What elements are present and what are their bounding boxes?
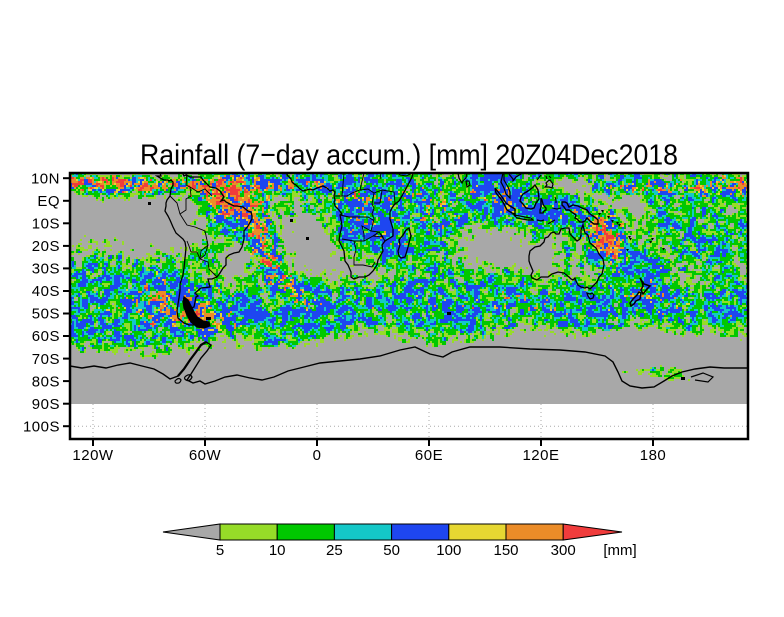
svg-text:60S: 60S	[32, 328, 60, 345]
svg-text:300: 300	[551, 542, 576, 559]
svg-text:120W: 120W	[72, 447, 114, 464]
svg-text:40S: 40S	[32, 283, 60, 300]
svg-text:60E: 60E	[415, 447, 443, 464]
svg-text:10S: 10S	[32, 216, 60, 233]
svg-text:50S: 50S	[32, 306, 60, 323]
svg-text:10: 10	[269, 542, 286, 559]
svg-text:[mm]: [mm]	[603, 542, 636, 559]
svg-text:70S: 70S	[32, 351, 60, 368]
svg-text:120E: 120E	[522, 447, 559, 464]
svg-text:60W: 60W	[189, 447, 222, 464]
svg-text:10N: 10N	[31, 170, 60, 187]
svg-text:180: 180	[640, 447, 667, 464]
svg-text:50: 50	[383, 542, 400, 559]
svg-text:5: 5	[216, 542, 224, 559]
svg-text:150: 150	[493, 542, 518, 559]
svg-text:30S: 30S	[32, 261, 60, 278]
svg-text:20S: 20S	[32, 238, 60, 255]
svg-text:25: 25	[326, 542, 343, 559]
svg-text:100: 100	[436, 542, 461, 559]
svg-text:EQ: EQ	[37, 193, 60, 210]
svg-text:80S: 80S	[32, 373, 60, 390]
svg-text:90S: 90S	[32, 396, 60, 413]
svg-text:0: 0	[313, 447, 322, 464]
svg-text:100S: 100S	[23, 418, 60, 435]
svg-text:Rainfall (7−day accum.) [mm] 2: Rainfall (7−day accum.) [mm] 20Z04Dec201…	[140, 140, 678, 172]
